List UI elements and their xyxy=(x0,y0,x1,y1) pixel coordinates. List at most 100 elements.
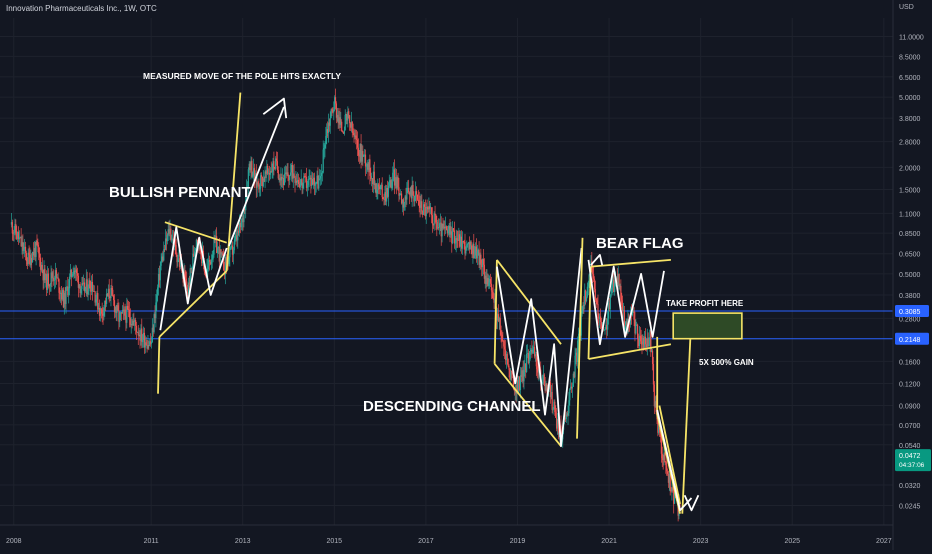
measured-move-arrow-shaft[interactable] xyxy=(228,106,285,247)
y-tick-label: 8.5000 xyxy=(899,54,921,61)
candle-body xyxy=(350,121,352,128)
candle-body xyxy=(152,327,154,332)
candle-body xyxy=(163,249,165,261)
down-move-arrowhead[interactable] xyxy=(683,494,700,512)
candle-body xyxy=(276,161,279,170)
candle-body xyxy=(348,111,350,116)
candle-body xyxy=(339,117,341,125)
candle-body xyxy=(606,324,608,330)
candle-body xyxy=(474,246,477,256)
bear-flag-upper-line[interactable] xyxy=(590,259,671,268)
candle-body xyxy=(280,177,282,181)
candle-body xyxy=(115,307,117,313)
candle-body xyxy=(377,184,379,190)
candle-body xyxy=(221,253,223,255)
candle-body xyxy=(102,313,104,316)
candle-body xyxy=(335,103,338,118)
candle-body xyxy=(403,202,405,208)
candle-body xyxy=(292,173,294,179)
candle-body xyxy=(582,305,584,311)
candle-body xyxy=(554,401,556,413)
candle-body xyxy=(465,250,467,254)
candle-body xyxy=(612,279,614,288)
pennant-left-leg[interactable] xyxy=(157,336,161,394)
channel-zigzag[interactable] xyxy=(496,247,583,448)
candle-body xyxy=(446,230,448,234)
candle-body xyxy=(273,161,275,169)
candle-body xyxy=(146,345,148,349)
candle-body xyxy=(150,342,153,344)
pennant-upper-line[interactable] xyxy=(164,221,227,244)
candle-body xyxy=(550,391,552,398)
candle-body xyxy=(36,240,38,245)
candle-body xyxy=(193,253,195,257)
flagpole-line[interactable] xyxy=(225,92,242,271)
candle-body xyxy=(159,265,161,281)
gain-vertical-line[interactable] xyxy=(681,313,693,514)
candle-body xyxy=(452,228,454,244)
candle-body xyxy=(507,358,509,367)
candle-body xyxy=(37,244,39,247)
candle-body xyxy=(366,163,368,166)
candle-body xyxy=(105,300,107,304)
candle-body xyxy=(145,342,147,346)
candle-body xyxy=(17,231,20,240)
candle-body xyxy=(368,159,370,170)
candle-body xyxy=(420,201,422,208)
candle-body xyxy=(63,293,65,308)
bear-flag-left-leg[interactable] xyxy=(587,266,592,360)
channel-lower-line[interactable] xyxy=(493,363,562,447)
candle-body xyxy=(635,325,637,334)
candle-body xyxy=(257,182,259,185)
candle-body xyxy=(318,180,320,189)
candle-body xyxy=(522,370,524,382)
candle-body xyxy=(581,310,583,314)
candle-body xyxy=(149,341,151,346)
candle-body xyxy=(285,172,287,175)
candle-body xyxy=(341,121,343,132)
candle-body xyxy=(269,171,271,175)
candle-body xyxy=(586,286,589,297)
bear-flag-zigzag[interactable] xyxy=(587,259,665,346)
candle-body xyxy=(113,300,116,313)
take-profit-box[interactable] xyxy=(672,312,743,340)
pennant-zigzag[interactable] xyxy=(159,226,228,331)
drawings-layer[interactable] xyxy=(157,92,743,514)
candle-body xyxy=(48,285,50,287)
candle-body xyxy=(475,246,478,259)
bear-flag-arrowhead[interactable] xyxy=(590,254,604,266)
candle-body xyxy=(614,283,616,292)
candle-body xyxy=(237,230,239,241)
candle-body xyxy=(284,172,286,175)
bear-flag-pole[interactable] xyxy=(576,237,584,439)
candle-body xyxy=(141,328,143,343)
candle-body xyxy=(12,233,14,235)
candle-body xyxy=(172,238,174,240)
y-tick-label: 2.0000 xyxy=(899,165,921,172)
candle-body xyxy=(308,178,310,180)
y-tick-label: 0.0320 xyxy=(899,483,921,490)
projection-line-lower[interactable] xyxy=(658,405,681,505)
candle-body xyxy=(545,383,547,391)
candle-body xyxy=(603,329,605,331)
candle-body xyxy=(301,179,303,189)
candle-body xyxy=(294,177,296,183)
candle-body xyxy=(118,310,120,322)
x-tick-label: 2021 xyxy=(601,538,617,545)
candle-body xyxy=(291,165,293,179)
candle-body xyxy=(622,310,625,311)
candle-body xyxy=(62,289,65,308)
candle-body xyxy=(640,336,642,342)
channel-upper-line[interactable] xyxy=(496,259,562,345)
y-tick-label: 1.5000 xyxy=(899,188,921,195)
price-line-badge-label: 0.2148 xyxy=(899,337,921,344)
y-tick-label: 0.2800 xyxy=(899,316,921,323)
candle-body xyxy=(128,309,131,318)
candle-body xyxy=(648,345,650,347)
candle-body xyxy=(220,249,222,255)
channel-left-leg[interactable] xyxy=(493,259,498,364)
measured-move-arrowhead[interactable] xyxy=(262,97,288,119)
candle-body xyxy=(112,289,114,297)
